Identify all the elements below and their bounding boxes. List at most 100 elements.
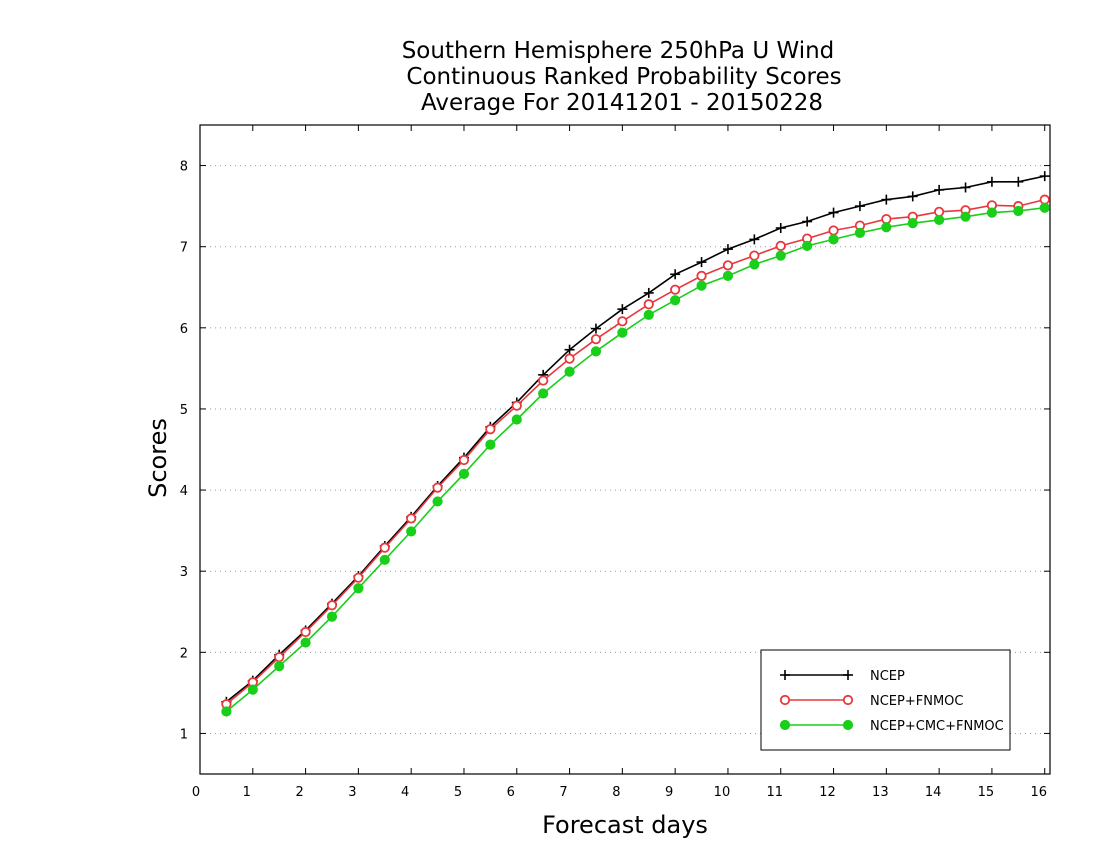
- x-tick-label: 16: [1030, 785, 1047, 800]
- legend-label: NCEP: [870, 669, 905, 684]
- data-point: [353, 583, 364, 594]
- legend-items: NCEP NCEP+FNMOC NCEP+CMC+FNMOC: [779, 669, 1004, 734]
- data-point: [828, 234, 839, 245]
- data-point: [564, 353, 575, 364]
- x-tick-label: 1: [243, 785, 251, 800]
- series-ncep-fnmoc: [221, 194, 1050, 710]
- data-point: [617, 327, 628, 338]
- data-point: [960, 211, 971, 222]
- data-point: [722, 260, 734, 271]
- y-axis-ticks: 1 2 3 4 5 6 7 8: [180, 160, 1050, 742]
- data-point: [907, 191, 918, 202]
- x-tick-label: 7: [559, 785, 567, 800]
- series-ncep-cmc-fnmoc: [221, 202, 1050, 717]
- data-point: [406, 526, 417, 537]
- data-point: [432, 482, 443, 493]
- x-tick-label: 9: [665, 785, 673, 800]
- data-point: [881, 194, 892, 205]
- data-point: [326, 611, 338, 622]
- data-point: [274, 652, 285, 663]
- data-point: [854, 201, 865, 212]
- data-point: [353, 572, 364, 583]
- y-axis-label: Scores: [144, 418, 172, 498]
- legend-marker-end: [842, 694, 854, 706]
- data-point: [828, 225, 839, 236]
- data-point: [802, 240, 813, 251]
- data-point: [1013, 205, 1024, 217]
- data-point: [934, 206, 945, 217]
- y-tick-label: 6: [180, 322, 188, 337]
- data-point: [564, 366, 575, 377]
- y-tick-label: 5: [180, 403, 188, 418]
- data-point: [1039, 202, 1050, 213]
- data-point: [696, 280, 707, 291]
- legend-item: NCEP: [780, 669, 905, 684]
- data-point: [564, 344, 575, 355]
- data-point: [749, 259, 760, 270]
- y-tick-label: 1: [180, 727, 188, 742]
- data-point: [775, 223, 786, 234]
- x-tick-label: 10: [714, 785, 731, 800]
- data-point: [934, 214, 945, 226]
- data-point: [670, 295, 681, 306]
- data-point: [802, 216, 813, 227]
- legend-marker-start: [779, 719, 791, 731]
- data-series: [221, 171, 1050, 717]
- data-point: [722, 270, 734, 281]
- x-axis-ticks: 0 1 2 3 4 5 6 7 8 9 10 11 12 13 14 15 16: [192, 125, 1047, 800]
- y-tick-label: 8: [180, 160, 188, 175]
- legend-label: NCEP+FNMOC: [870, 694, 963, 709]
- data-point: [538, 388, 549, 399]
- data-point: [590, 334, 602, 345]
- data-point: [775, 250, 786, 261]
- y-tick-label: 4: [180, 484, 188, 499]
- title-line-1: Southern Hemisphere 250hPa U Wind: [402, 38, 835, 64]
- x-tick-label: 14: [925, 785, 942, 800]
- legend-label: NCEP+CMC+FNMOC: [870, 719, 1004, 734]
- legend-item: NCEP+CMC+FNMOC: [779, 719, 1004, 734]
- x-tick-label: 6: [507, 785, 515, 800]
- y-tick-label: 7: [180, 241, 188, 256]
- legend-item: NCEP+FNMOC: [779, 694, 963, 709]
- legend-marker-end: [843, 670, 853, 680]
- data-point: [828, 207, 839, 218]
- data-point: [1039, 171, 1050, 182]
- data-point: [881, 214, 892, 225]
- data-point: [274, 661, 285, 672]
- x-tick-label: 13: [872, 785, 889, 800]
- data-point: [854, 227, 866, 238]
- title-line-2: Continuous Ranked Probability Scores: [406, 64, 841, 90]
- y-tick-label: 2: [180, 646, 188, 661]
- legend-marker-start: [780, 670, 790, 680]
- data-point: [432, 496, 443, 507]
- x-tick-label: 12: [819, 785, 836, 800]
- data-point: [300, 626, 311, 638]
- legend: NCEP NCEP+FNMOC NCEP+CMC+FNMOC: [760, 649, 1011, 751]
- data-point: [590, 323, 601, 334]
- x-axis-label: Forecast days: [542, 811, 708, 839]
- data-point: [617, 316, 628, 327]
- data-point: [300, 637, 311, 648]
- data-point: [749, 250, 760, 261]
- data-point: [696, 257, 707, 268]
- data-point: [960, 182, 971, 193]
- data-point: [247, 684, 258, 695]
- data-point: [881, 222, 892, 233]
- data-point: [696, 270, 707, 281]
- data-point: [485, 424, 496, 435]
- legend-marker-start: [779, 694, 791, 706]
- data-point: [670, 284, 681, 295]
- legend-marker-end: [842, 719, 854, 731]
- data-point: [379, 542, 390, 553]
- data-point: [986, 207, 998, 218]
- x-tick-label: 11: [766, 785, 783, 800]
- x-tick-label: 3: [348, 785, 356, 800]
- chart-title: Southern Hemisphere 250hPa U Wind Contin…: [402, 38, 842, 116]
- data-point: [986, 176, 997, 187]
- data-point: [722, 244, 733, 255]
- gridlines: [200, 165, 1050, 734]
- series-ncep: [221, 171, 1050, 707]
- data-point: [643, 309, 654, 320]
- data-point: [458, 454, 470, 466]
